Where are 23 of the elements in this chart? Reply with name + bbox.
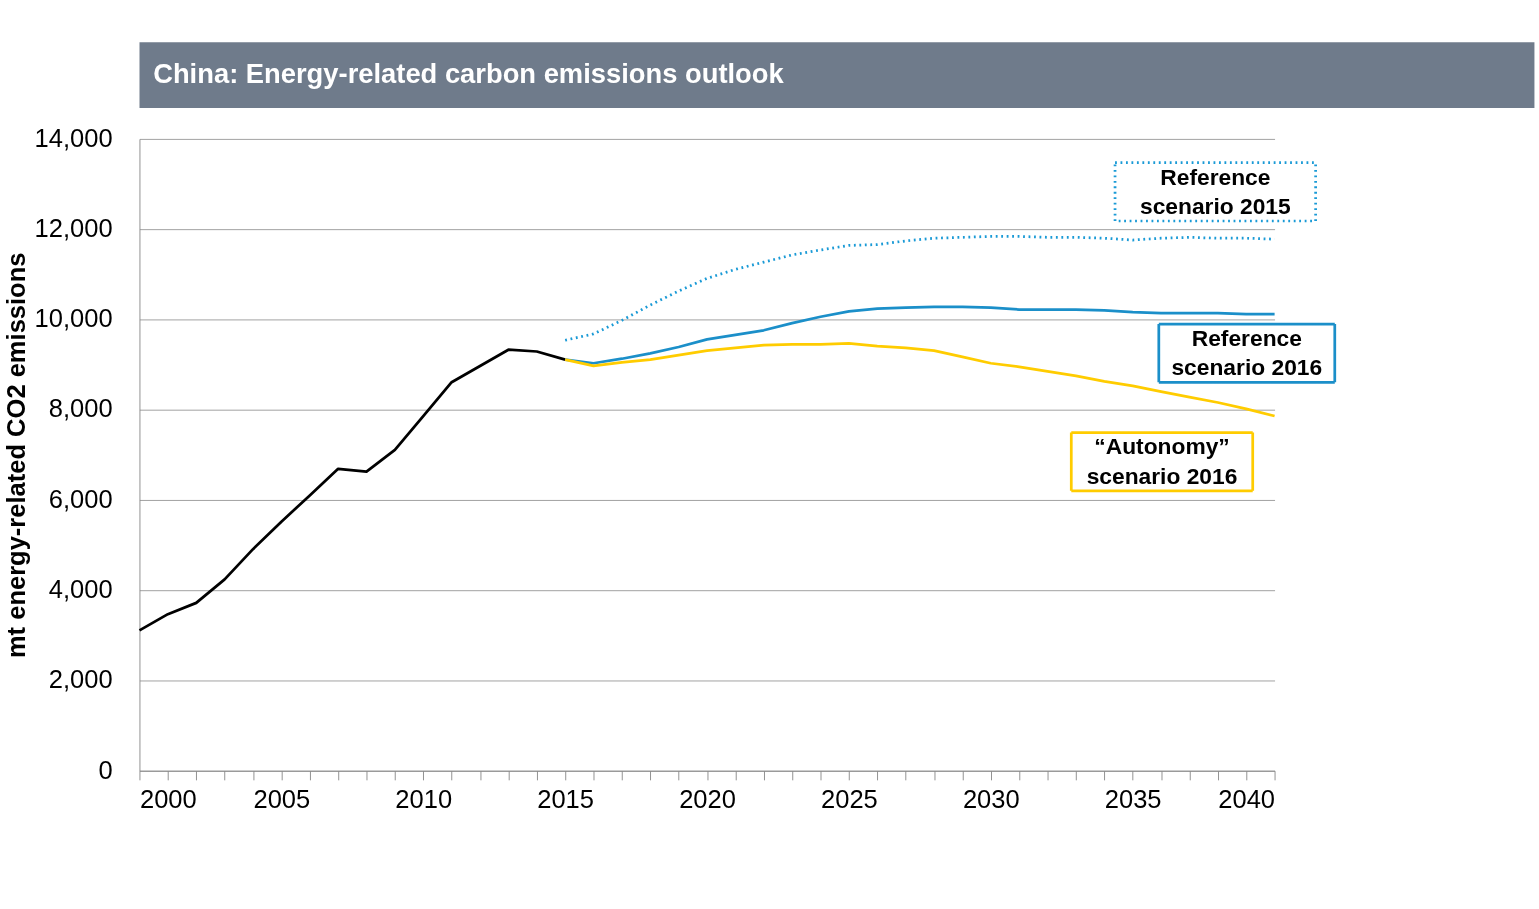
series-label: Reference scenario 2016 bbox=[1171, 324, 1323, 381]
y-tick-label: 0 bbox=[98, 755, 113, 784]
x-tick-label: 2015 bbox=[537, 784, 594, 813]
line-series bbox=[138, 348, 567, 632]
y-tick-label: 4,000 bbox=[48, 574, 113, 603]
x-tick-label: 2005 bbox=[253, 784, 311, 813]
y-axis-title: mt energy-related CO2 emissions bbox=[2, 252, 31, 659]
series-label: “Autonomy” scenario 2016 bbox=[1086, 433, 1238, 489]
x-tick-label: 2020 bbox=[679, 784, 736, 813]
y-tick-label: 10,000 bbox=[34, 304, 113, 333]
y-tick-label: 14,000 bbox=[34, 123, 113, 152]
x-tick-label: 2010 bbox=[395, 784, 453, 813]
x-tick-label: 2040 bbox=[1218, 784, 1276, 813]
y-tick-label: 6,000 bbox=[48, 484, 113, 513]
x-tick-label: 2025 bbox=[821, 784, 878, 813]
x-tick-label: 2035 bbox=[1104, 784, 1162, 813]
x-tick-label: 2030 bbox=[962, 784, 1020, 813]
y-tick-label: 12,000 bbox=[34, 213, 113, 242]
x-tick-label: 2000 bbox=[139, 784, 197, 813]
chart-title: China: Energy-related carbon emissions outlook bbox=[153, 58, 785, 90]
series-label: Reference scenario 2015 bbox=[1139, 163, 1292, 219]
y-tick-label: 2,000 bbox=[48, 665, 113, 694]
y-tick-label: 8,000 bbox=[48, 394, 113, 423]
